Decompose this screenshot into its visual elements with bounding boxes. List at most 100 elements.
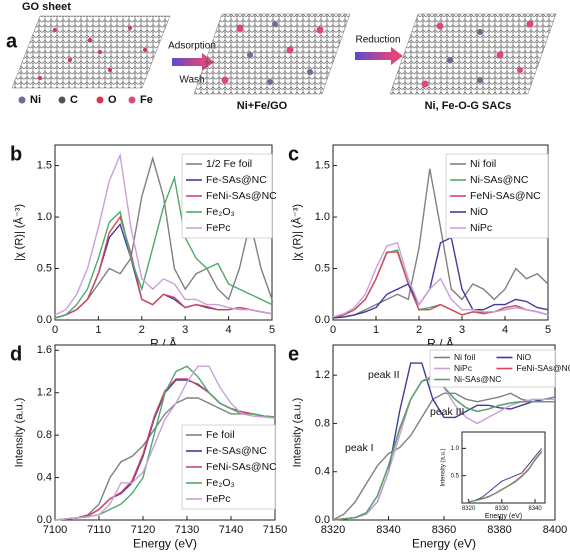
legend-box	[429, 349, 556, 388]
x-tick-label: 2	[139, 324, 145, 336]
caption: Adsorption	[168, 41, 216, 52]
series-line	[332, 251, 549, 319]
caption: Reduction	[355, 35, 400, 46]
x-tick-label: 5	[545, 324, 551, 336]
y-tick-label: 0.4	[37, 471, 52, 483]
x-tick-label: 7140	[219, 524, 243, 536]
legend-label: NiPc	[454, 363, 473, 373]
x-tick-label: 0	[52, 324, 58, 336]
legend-label: NiPc	[470, 222, 492, 234]
x-tick-label: 7100	[43, 524, 67, 536]
x-axis-label: Energy (eV)	[412, 536, 476, 550]
x-tick-label: 8400	[543, 524, 567, 536]
x-tick-label: 7110	[87, 524, 111, 536]
series-line	[332, 392, 556, 521]
series-line	[332, 236, 549, 319]
caption: GO sheet	[22, 1, 71, 13]
y-tick-label: 0.5	[37, 262, 52, 274]
panel-label: e	[288, 343, 299, 365]
annotation: peak I	[345, 442, 374, 454]
legend-label: Fe-SAs@NC	[206, 445, 267, 457]
y-tick-label: 1.0	[37, 211, 52, 223]
x-tick-label: 1	[373, 324, 379, 336]
y-tick-label: 1.6	[37, 344, 52, 356]
y-axis-label: Intensity (a.u.)	[292, 398, 304, 468]
legend-label: Ni foil	[470, 158, 496, 170]
arrow-head	[391, 47, 403, 65]
x-tick-label: 8320	[321, 524, 345, 536]
y-tick-label: 0.4	[315, 466, 330, 478]
panel-label: c	[288, 143, 299, 165]
legend-label: Ni-SAs@NC	[470, 174, 529, 186]
panel-label: a	[6, 30, 18, 52]
legend-label: Ni foil	[454, 352, 475, 362]
legend-label: 1/2 Fe foil	[206, 158, 252, 170]
x-axis-label: Energy (eV)	[133, 536, 197, 550]
x-tick-label: 8330	[495, 506, 509, 512]
caption: Ni+Fe/GO	[237, 100, 288, 112]
legend-label: O	[108, 94, 117, 106]
y-tick-label: 1.5	[37, 159, 52, 171]
legend-dot	[18, 96, 26, 104]
y-tick-label: 0.0	[315, 514, 330, 526]
x-tick-label: 8320	[462, 506, 476, 512]
legend-dot	[96, 96, 104, 104]
y-tick-label: 0.5	[451, 473, 460, 479]
oxygen-atoms	[38, 26, 147, 80]
x-tick-label: 8380	[487, 524, 511, 536]
series-line	[332, 168, 549, 319]
x-tick-label: 7150	[263, 524, 287, 536]
y-axis-label: Intensity (a.u.)	[14, 398, 26, 468]
legend-label: C	[70, 94, 78, 106]
legend-dot	[58, 96, 66, 104]
annotation: peak II	[368, 369, 400, 381]
y-tick-label: 1.0	[315, 211, 330, 223]
series-line	[54, 152, 273, 316]
legend-dot	[128, 96, 136, 104]
legend-label: Ni-SAs@NC	[454, 374, 501, 384]
x-tick-label: 5	[269, 324, 275, 336]
legend-label: NiO	[470, 206, 488, 218]
scheme: a GO sheet Adsorption Wash Ni+Fe/GO Redu…	[6, 1, 557, 112]
x-tick-label: 7130	[175, 524, 199, 536]
y-axis-label: Intensity (a.u.)	[440, 448, 446, 486]
x-tick-label: 4	[502, 324, 508, 336]
legend-label: Ni	[30, 94, 41, 106]
y-tick-label: 0.8	[315, 417, 330, 429]
x-tick-label: 8360	[432, 524, 456, 536]
x-tick-label: 1	[95, 324, 101, 336]
x-tick-label: 3	[182, 324, 188, 336]
y-tick-label: 1.0	[451, 446, 460, 452]
panel-label: b	[10, 143, 22, 165]
series-line	[468, 451, 543, 503]
y-tick-label: 1.2	[37, 387, 52, 399]
go-sheet	[11, 15, 171, 89]
legend-label: Fe	[140, 94, 153, 106]
arrow	[355, 52, 391, 60]
x-tick-label: 7120	[131, 524, 155, 536]
y-axis-label: |χ (R)| (Å⁻³)	[13, 204, 26, 261]
legend-label: FeNi-SAs@NC	[470, 190, 541, 202]
legend-label: NiO	[517, 352, 532, 362]
legend-label: FeNi-SAs@NC	[206, 190, 277, 202]
y-tick-label: 1.2	[315, 369, 330, 381]
legend-label: Fe-SAs@NC	[206, 174, 267, 186]
legend-label: FePc	[206, 493, 231, 505]
y-tick-label: 0.0	[37, 314, 52, 326]
y-tick-label: 0.5	[315, 262, 330, 274]
y-tick-label: 1.5	[315, 159, 330, 171]
series-line	[54, 155, 273, 319]
y-tick-label: 0.0	[315, 314, 330, 326]
x-tick-label: 8340	[376, 524, 400, 536]
legend-label: FeNi-SAs@NC	[206, 461, 277, 473]
legend-label: FePc	[206, 222, 231, 234]
x-tick-label: 4	[226, 324, 232, 336]
y-axis-label: |χ (R)| (Å⁻³)	[291, 204, 304, 261]
panel-label: d	[10, 343, 22, 365]
x-tick-label: 3	[459, 324, 465, 336]
sheet	[389, 13, 557, 95]
metal-atoms	[421, 20, 534, 88]
series-line	[54, 365, 276, 521]
x-tick-label: 2	[416, 324, 422, 336]
